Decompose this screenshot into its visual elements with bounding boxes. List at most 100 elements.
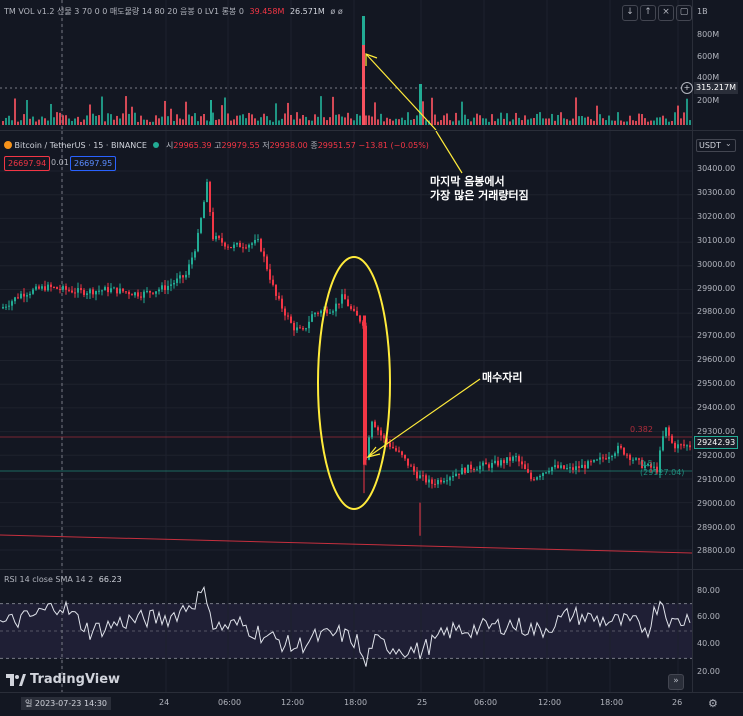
candle-body <box>431 479 433 484</box>
candle-body <box>218 236 220 239</box>
candle-body <box>155 291 157 294</box>
candle-body <box>593 459 595 462</box>
close-pane-icon[interactable]: × <box>658 5 674 21</box>
volume-bar <box>32 116 34 125</box>
volume-bar <box>524 115 526 125</box>
volume-bar <box>5 117 7 125</box>
candle-body <box>95 291 97 295</box>
move-down-icon[interactable]: ↓ <box>622 5 638 21</box>
maximize-pane-icon[interactable]: ▢ <box>676 5 692 21</box>
plus-icon[interactable]: + <box>681 82 693 94</box>
candle-body <box>425 475 427 483</box>
volume-bar <box>125 96 127 125</box>
candle-body <box>629 454 631 460</box>
volume-bar <box>584 117 586 125</box>
volume-bar <box>248 112 250 125</box>
volume-bar <box>350 118 352 125</box>
candle-body <box>383 435 385 439</box>
buy-annotation: 매수자리 <box>482 371 523 384</box>
candle-body <box>416 471 418 479</box>
volume-bar <box>455 112 457 125</box>
volume-bar <box>440 120 442 125</box>
move-up-icon[interactable]: ↑ <box>640 5 656 21</box>
buy-button[interactable]: 26697.95 <box>70 156 117 171</box>
candle-body <box>212 212 214 240</box>
volume-bar <box>422 101 424 125</box>
candle-body <box>347 299 349 307</box>
volume-bar <box>659 117 661 125</box>
volume-bar <box>221 105 223 125</box>
candle-body <box>635 458 637 460</box>
volume-bar <box>284 113 286 125</box>
volume-bar <box>257 120 259 125</box>
volume-bar <box>644 118 646 125</box>
candle-body <box>59 288 61 290</box>
candle-body <box>620 445 622 448</box>
volume-bar <box>536 113 538 125</box>
scroll-to-realtime-icon[interactable]: » <box>668 674 684 690</box>
settings-gear-icon[interactable]: ⚙ <box>708 697 718 710</box>
volume-bar <box>86 115 88 125</box>
candle-body <box>650 463 652 468</box>
candle-body <box>17 297 19 299</box>
volume-bar <box>395 118 397 125</box>
ohlc-open: 29965.39 <box>173 141 212 150</box>
volume-bar <box>458 120 460 125</box>
candle-body <box>182 275 184 278</box>
volume-bar <box>59 112 61 125</box>
volume-bars <box>0 0 692 130</box>
volume-bar <box>137 121 139 125</box>
volume-bar <box>590 119 592 125</box>
candle-body <box>77 288 79 293</box>
rsi-value: 66.23 <box>98 575 122 584</box>
volume-bar <box>668 121 670 125</box>
candle-body <box>113 287 115 289</box>
candle-body <box>8 305 10 307</box>
candle-body <box>350 306 352 309</box>
fib-level-label-2: 0.5 (29127.04) <box>640 459 692 477</box>
volume-bar <box>308 120 310 125</box>
candle-body <box>533 479 535 481</box>
volume-bar <box>14 98 16 125</box>
candle-body <box>11 301 13 306</box>
volume-bar <box>326 120 328 125</box>
symbol-title[interactable]: Bitcoin / TetherUS · 15 · BINANCE <box>14 141 147 150</box>
candle-body <box>302 328 304 330</box>
volume-value-a: 39.458M <box>249 7 285 16</box>
candle-body <box>284 308 286 316</box>
candle-body <box>659 450 661 473</box>
volume-bar <box>578 116 580 125</box>
candle-body <box>473 469 475 471</box>
volume-bar <box>551 113 553 125</box>
tradingview-logo-text: TradingView <box>30 672 121 687</box>
volume-bar <box>506 113 508 125</box>
candle-body <box>494 460 496 463</box>
currency-selector[interactable]: USDT <box>696 139 736 152</box>
candle-body <box>140 296 142 298</box>
price-chart <box>0 131 692 569</box>
volume-bar <box>194 113 196 125</box>
ohlc-open-label: 시 <box>166 141 174 150</box>
sell-button[interactable]: 26697.94 <box>4 156 51 171</box>
volume-bar <box>593 120 595 125</box>
candle-body <box>269 269 271 280</box>
candle-body <box>263 251 265 257</box>
candle-body <box>260 239 262 252</box>
volume-bar <box>620 120 622 125</box>
volume-bar <box>629 115 631 125</box>
candle-body <box>677 444 679 449</box>
price-tick: 29800.00 <box>697 307 736 317</box>
volume-bar <box>143 119 145 125</box>
volume-bar <box>176 114 178 125</box>
fib-value-2: (29127.04) <box>640 468 685 477</box>
volume-bar <box>386 117 388 125</box>
rsi-tick: 60.00 <box>697 612 720 621</box>
candle-body <box>596 459 598 461</box>
volume-bar <box>494 121 496 125</box>
volume-bar <box>152 121 154 125</box>
candle-body <box>290 316 292 323</box>
volume-bar <box>533 118 535 125</box>
price-axis: USDT ⌄ 30400.00 30300.00 30200.00 30100.00 3… <box>692 131 743 569</box>
volume-bar <box>509 121 511 125</box>
volume-bar <box>623 121 625 125</box>
